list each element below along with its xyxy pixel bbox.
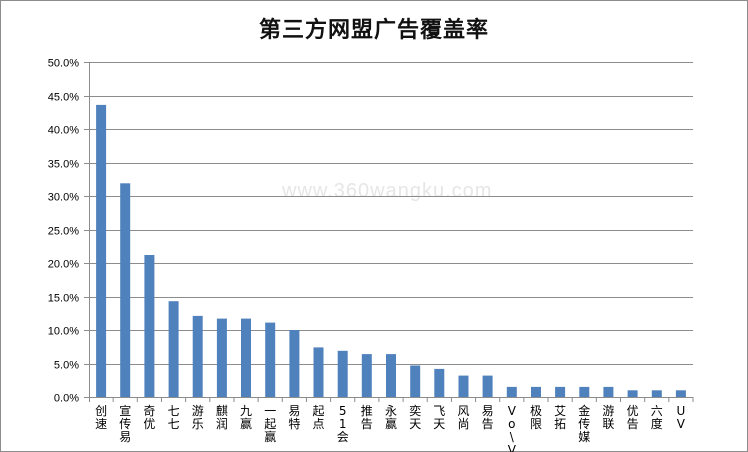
bar bbox=[168, 301, 179, 397]
bar bbox=[531, 386, 541, 397]
x-tick-label: 优告 bbox=[627, 404, 639, 431]
y-tick-label: 40.0% bbox=[48, 125, 79, 137]
bar bbox=[386, 354, 396, 397]
x-tick-label: 创速 bbox=[95, 404, 107, 431]
x-tick-label: 易告 bbox=[482, 404, 494, 431]
bar bbox=[506, 386, 517, 397]
x-tick-label: 易特 bbox=[288, 404, 300, 431]
bar bbox=[337, 350, 348, 397]
y-tick-label: 30.0% bbox=[48, 192, 79, 204]
x-tick-label: Vo\Vo bbox=[508, 404, 517, 452]
x-tick-label: 永赢 bbox=[385, 404, 397, 431]
y-tick-label: 45.0% bbox=[48, 92, 79, 104]
y-tick-label: 20.0% bbox=[48, 259, 79, 271]
bar bbox=[120, 183, 131, 397]
bar bbox=[216, 318, 227, 397]
y-tick-label: 0.0% bbox=[54, 393, 79, 405]
bar bbox=[144, 255, 155, 397]
x-tick-label: 一起赢 bbox=[264, 404, 276, 444]
bar bbox=[241, 318, 251, 397]
x-tick-label: 游乐 bbox=[192, 404, 204, 431]
x-tick-label: 起点 bbox=[312, 404, 324, 431]
bar bbox=[434, 368, 445, 397]
x-tick-label: 飞天 bbox=[433, 404, 445, 431]
bar bbox=[555, 386, 566, 397]
x-tick-label: 极限 bbox=[530, 404, 542, 431]
x-tick-label: 奇优 bbox=[143, 404, 155, 431]
bar bbox=[603, 386, 614, 397]
bar bbox=[651, 390, 662, 397]
x-tick-label: 风尚 bbox=[457, 404, 469, 431]
y-tick-label: 10.0% bbox=[48, 326, 79, 338]
x-tick-label: 奕天 bbox=[409, 403, 421, 431]
y-tick-label: 50.0% bbox=[48, 58, 79, 70]
y-tick-label: 15.0% bbox=[48, 293, 79, 305]
bar bbox=[482, 375, 493, 397]
bar bbox=[410, 365, 421, 397]
x-tick-label: 游联 bbox=[602, 404, 614, 431]
bar bbox=[361, 354, 372, 397]
x-tick-label: 九赢 bbox=[240, 404, 252, 431]
x-tick-label: 金传媒 bbox=[578, 403, 590, 444]
bar bbox=[289, 330, 300, 397]
x-tick-label: 艾拓 bbox=[554, 404, 566, 431]
y-tick-label: 5.0% bbox=[54, 360, 79, 372]
bar bbox=[192, 315, 203, 397]
bar bbox=[265, 322, 276, 397]
bar bbox=[627, 390, 638, 397]
x-tick-label: 六度 bbox=[651, 404, 663, 431]
y-tick-label: 25.0% bbox=[48, 226, 79, 238]
bar bbox=[675, 390, 686, 397]
x-tick-label: 推告 bbox=[361, 404, 373, 431]
x-tick-label: 七七 bbox=[168, 404, 180, 431]
bar bbox=[579, 386, 590, 397]
bar bbox=[313, 347, 324, 397]
bar bbox=[96, 104, 107, 398]
x-tick-label: 宣传易 bbox=[119, 403, 131, 444]
bar bbox=[458, 375, 469, 397]
y-tick-label: 35.0% bbox=[48, 159, 79, 171]
x-tick-label: 麒润 bbox=[216, 403, 228, 431]
chart-title: 第三方网盟广告覆盖率 bbox=[258, 17, 489, 43]
